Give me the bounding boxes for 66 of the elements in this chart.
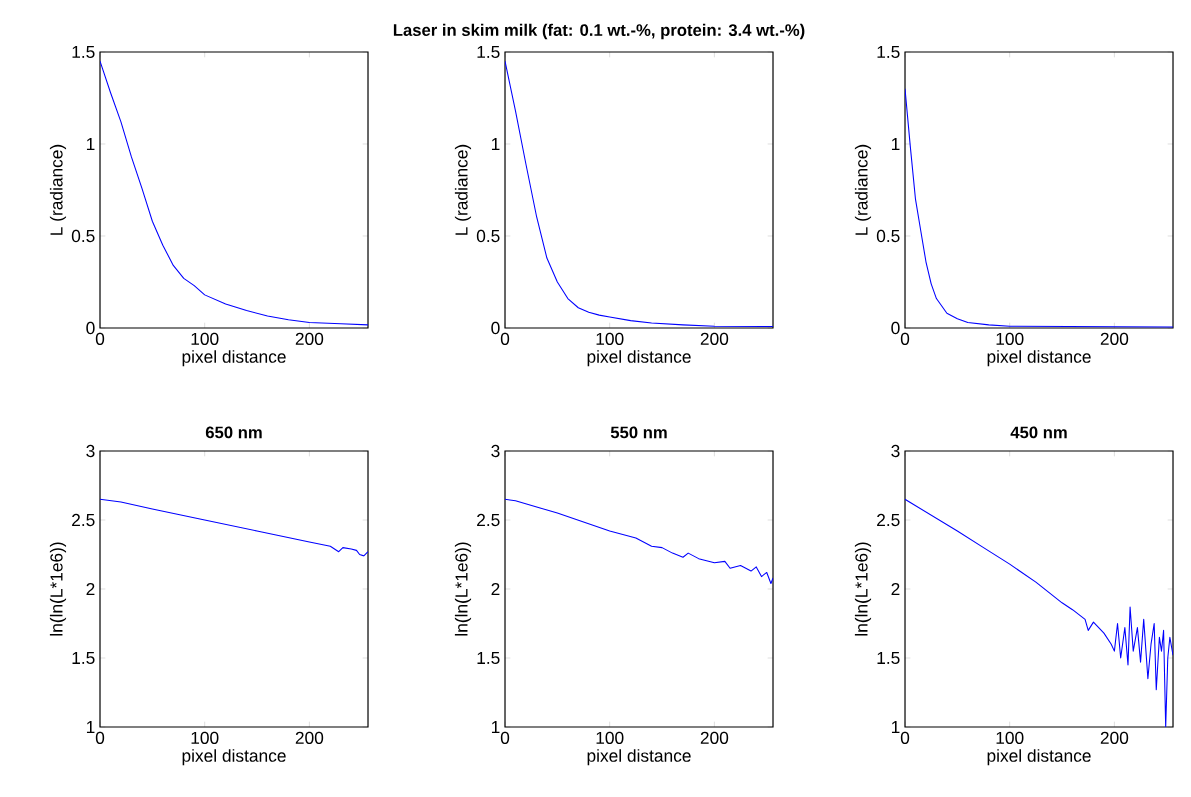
line-series: [905, 498, 1174, 727]
x-tick-label: 200: [295, 332, 324, 345]
y-tick-label: 3: [491, 444, 500, 458]
line-series: [100, 60, 369, 326]
x-tick-label: 0: [95, 731, 105, 744]
chart-title: 450 nm: [1010, 426, 1067, 439]
y-tick-label: 1: [86, 138, 95, 150]
x-tick-label: 200: [1100, 731, 1129, 744]
y-tick-label: 2.5: [477, 513, 500, 527]
y-tick-label: 2: [86, 582, 95, 596]
y-tick-label: 1.5: [477, 651, 500, 665]
y-tick-label: 1.5: [477, 45, 500, 59]
y-tick-label: 2: [891, 582, 900, 596]
x-tick-label: 100: [596, 332, 624, 345]
y-axis-title: L (radiance): [854, 144, 872, 235]
y-axis-title: ln(ln(L*1e6)): [454, 542, 472, 636]
y-tick-label: 1.5: [72, 45, 95, 59]
y-tick-label: 2.5: [877, 513, 900, 527]
y-tick-label: 0.5: [71, 229, 95, 243]
y-tick-label: 1: [86, 721, 95, 733]
y-axis-title: ln(ln(L*1e6)): [49, 542, 67, 636]
y-tick-label: 1.5: [877, 45, 900, 59]
y-axis-title: ln(ln(L*1e6)): [854, 542, 872, 636]
y-axis-title: L (radiance): [454, 144, 472, 235]
x-tick-label: 0: [500, 731, 510, 744]
y-tick-label: 0: [891, 321, 900, 335]
line-series: [505, 498, 774, 585]
x-axis-title: pixel distance: [182, 350, 286, 367]
x-tick-label: 200: [700, 332, 729, 345]
y-tick-label: 0.5: [476, 229, 500, 243]
x-tick-label: 100: [996, 731, 1024, 744]
y-tick-label: 2.5: [72, 513, 95, 527]
x-axis-title: pixel distance: [987, 749, 1091, 766]
chart-title: Laser in skim milk (fat: 0.1 wt.-%, protein: 3.4 wt.-%): [393, 23, 805, 40]
y-tick-label: 3: [891, 444, 900, 458]
x-axis-title: pixel distance: [182, 749, 286, 766]
x-axis-title: pixel distance: [587, 749, 691, 766]
y-tick-label: 1: [891, 721, 900, 733]
x-tick-label: 200: [700, 731, 729, 744]
x-tick-label: 100: [996, 332, 1024, 345]
y-tick-label: 1: [891, 138, 900, 150]
chart-title: 550 nm: [610, 426, 667, 439]
x-tick-label: 0: [900, 332, 910, 345]
x-tick-label: 100: [191, 332, 219, 345]
y-tick-label: 1: [491, 721, 500, 733]
x-tick-label: 100: [596, 731, 624, 744]
y-axis-title: L (radiance): [49, 144, 67, 235]
chart-title: 650 nm: [205, 426, 262, 439]
y-tick-label: 2: [491, 582, 500, 596]
y-tick-label: 0.5: [876, 229, 900, 243]
x-axis-title: pixel distance: [987, 350, 1091, 367]
line-series: [905, 88, 1174, 328]
x-tick-label: 0: [500, 332, 510, 345]
y-tick-label: 1.5: [877, 651, 900, 665]
x-tick-label: 0: [900, 731, 910, 744]
x-tick-label: 200: [1100, 332, 1129, 345]
y-tick-label: 0: [86, 321, 95, 335]
line-series: [100, 498, 369, 557]
y-tick-label: 1.5: [72, 651, 95, 665]
x-axis-title: pixel distance: [587, 350, 691, 367]
y-tick-label: 3: [86, 444, 95, 458]
x-tick-label: 200: [295, 731, 324, 744]
x-tick-label: 0: [95, 332, 105, 345]
x-tick-label: 100: [191, 731, 219, 744]
y-tick-label: 1: [491, 138, 500, 150]
y-tick-label: 0: [491, 321, 500, 335]
